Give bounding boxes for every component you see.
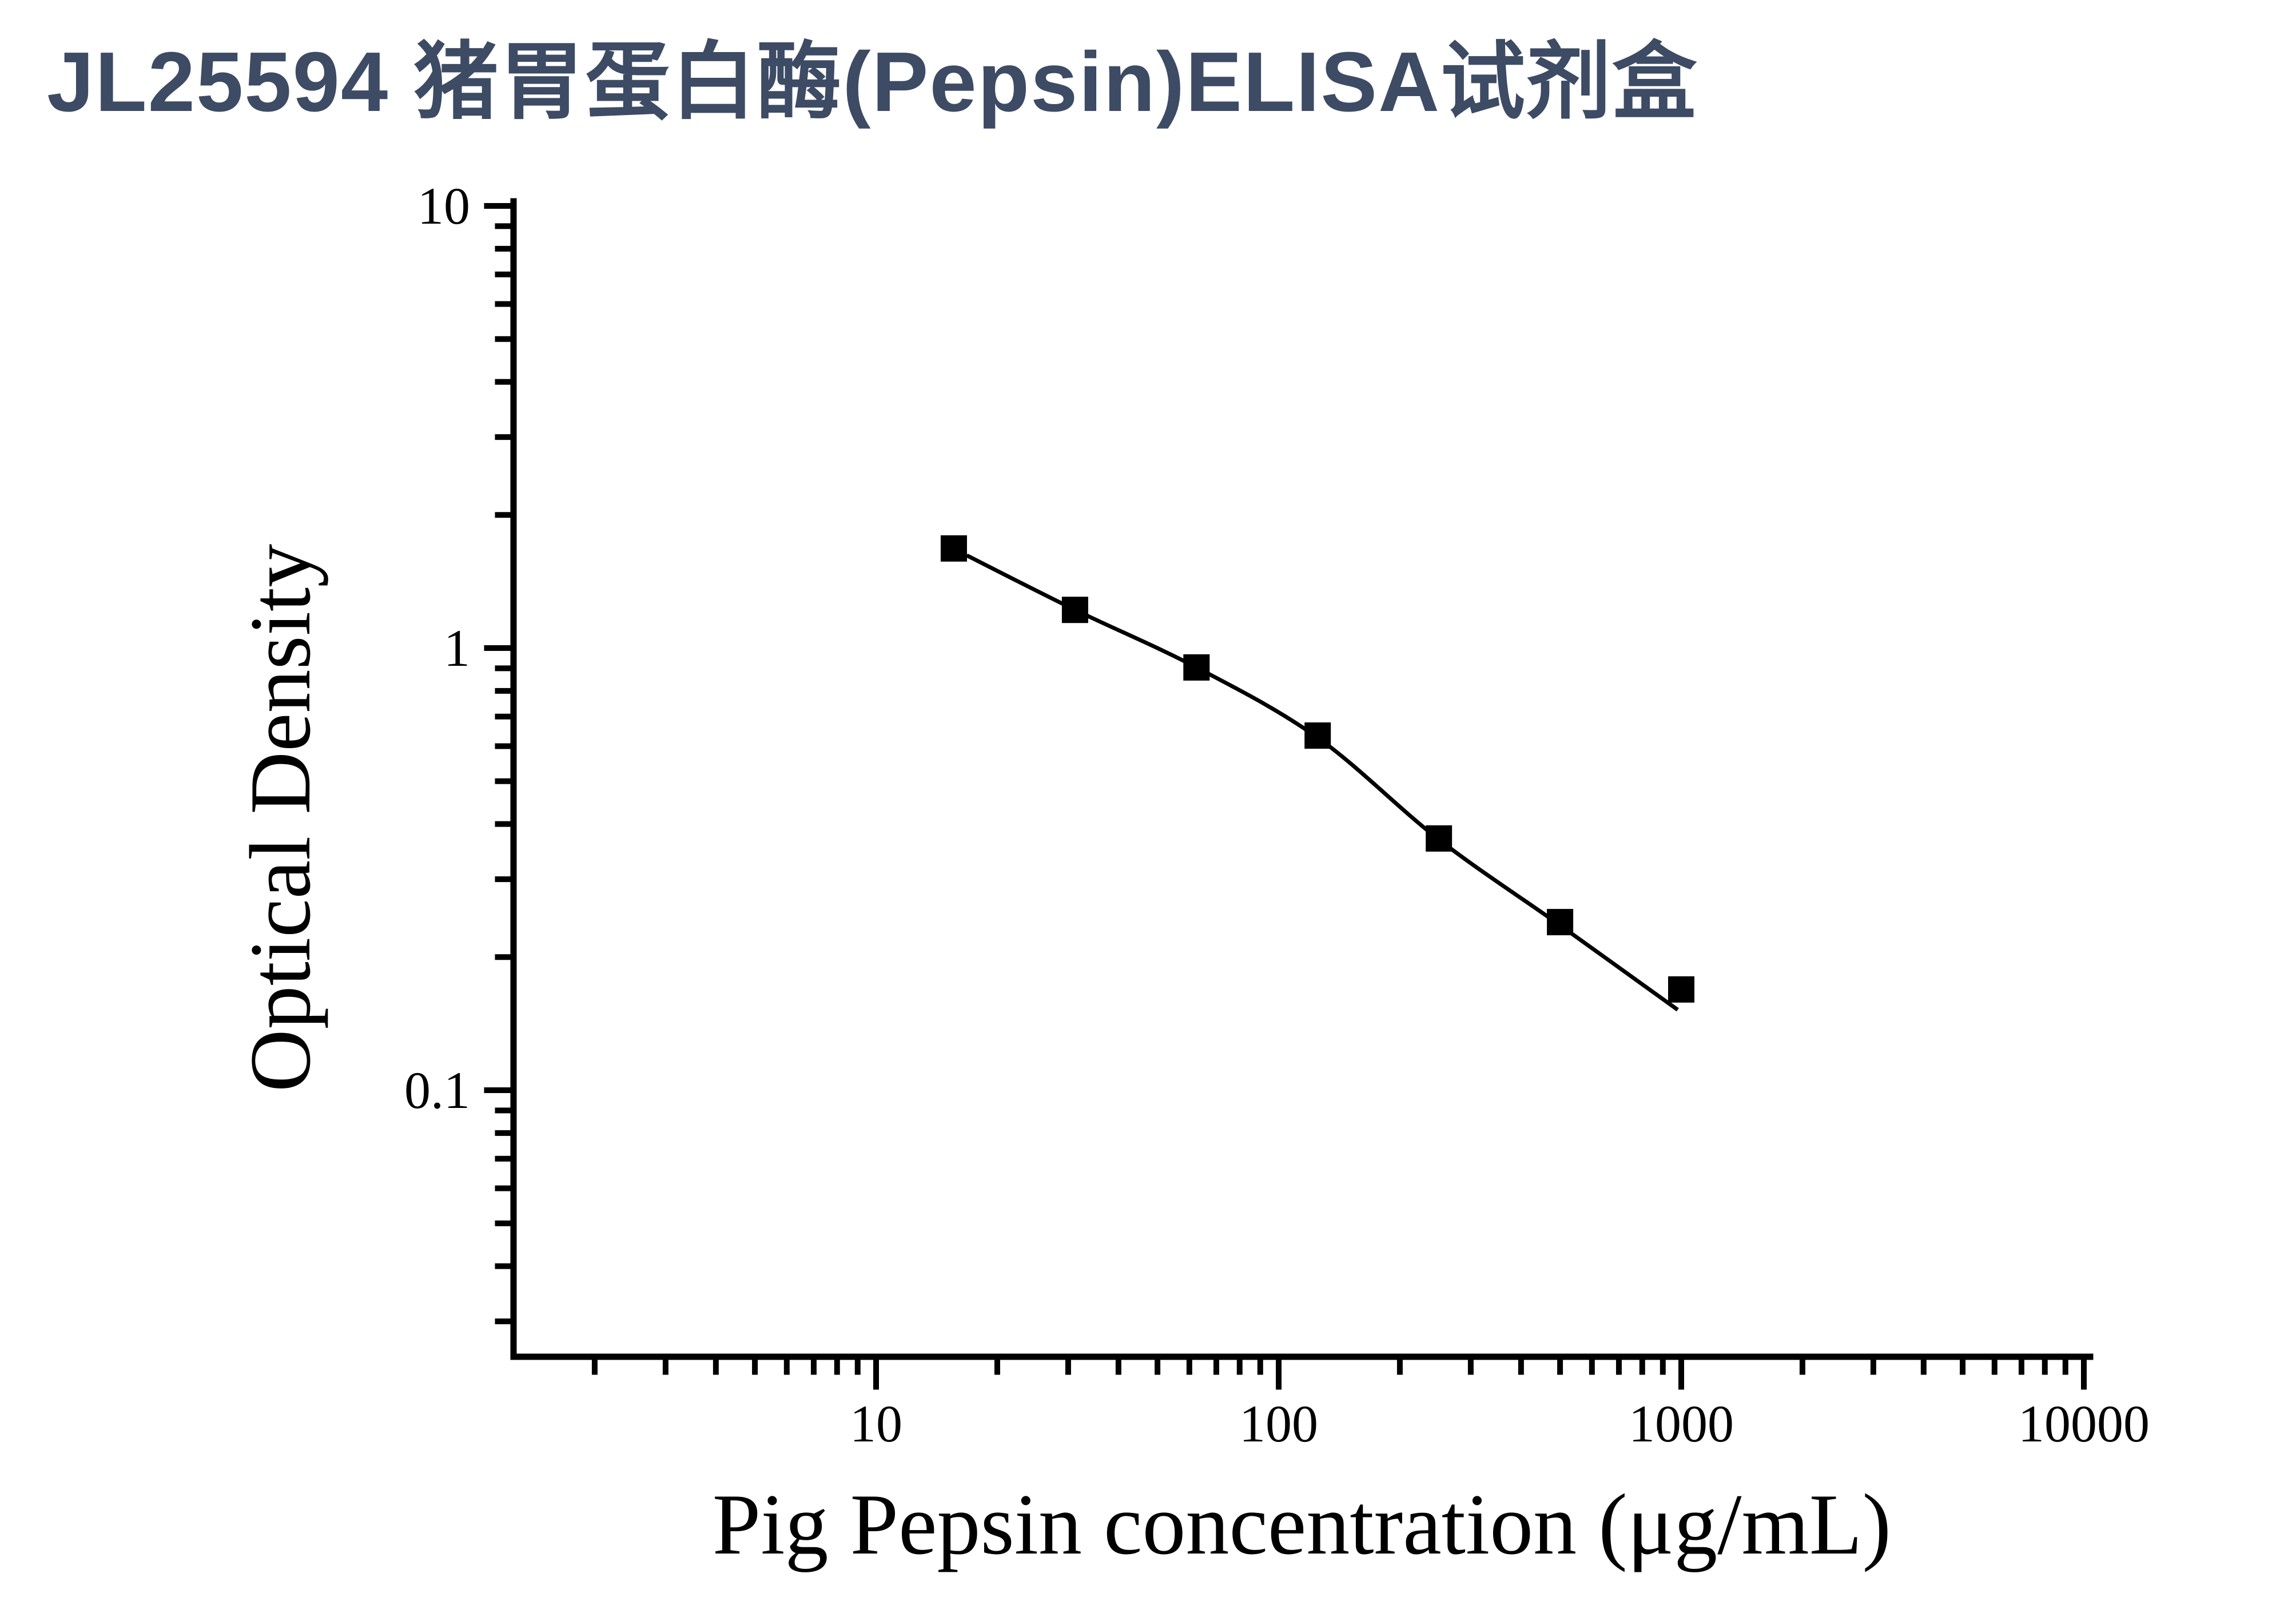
data-point-marker (1668, 976, 1694, 1003)
x-tick-label: 100 (1239, 1395, 1318, 1453)
x-tick-label: 10 (850, 1395, 902, 1453)
data-point-marker (1547, 909, 1574, 936)
y-tick-label: 1 (444, 619, 470, 677)
page-title: JL25594 猪胃蛋白酶(Pepsin)ELISA试剂盒 (47, 35, 1698, 129)
y-tick-label: 0.1 (404, 1061, 470, 1119)
data-point-marker (940, 535, 967, 562)
y-tick-label: 10 (417, 177, 470, 235)
axis-line (510, 198, 2094, 1360)
x-tick-label: 10000 (2018, 1395, 2150, 1453)
x-axis-title: Pig Pepsin concentration (μg/mL) (712, 1476, 1892, 1572)
data-point-marker (1304, 722, 1331, 749)
data-point-marker (1426, 825, 1453, 852)
y-axis-title: Optical Density (232, 543, 328, 1092)
data-point-marker (1061, 597, 1088, 623)
data-point-marker (1183, 654, 1210, 681)
x-tick-label: 1000 (1629, 1395, 1734, 1453)
fit-curve (966, 553, 1679, 1012)
